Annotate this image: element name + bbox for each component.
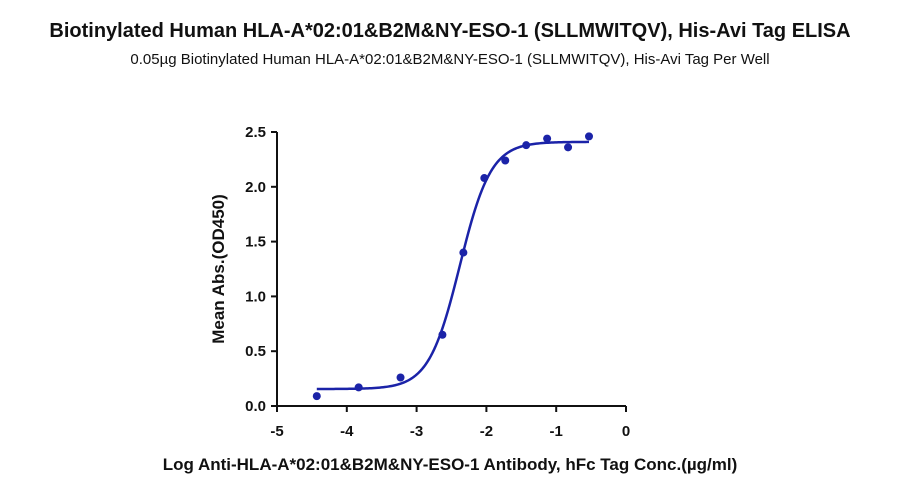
axes: 0.0 0.5 1.0 1.5 2.0 2.5 -5 -4 -3 -2 -1 0 [245,124,630,440]
y-tick-label: 1.5 [245,234,266,251]
data-point [438,330,447,339]
x-tick-label: -1 [550,423,563,440]
data-point [480,174,489,183]
data-point [459,248,468,257]
data-point [522,141,531,150]
data-point [585,132,594,141]
x-tick-label: -5 [270,423,283,440]
y-tick-label: 1.0 [245,288,266,305]
y-tick-label: 0.0 [245,398,266,415]
x-tick-label: 0 [622,423,630,440]
x-axis-title: Log Anti-HLA-A*02:01&B2M&NY-ESO-1 Antibo… [163,455,738,474]
chart-subtitle: 0.05µg Biotinylated Human HLA-A*02:01&B2… [130,51,770,68]
y-tick-label: 0.5 [245,343,266,360]
data-point [564,143,573,152]
y-axis-title: Mean Abs.(OD450) [209,194,228,344]
data-point [501,156,510,165]
data-point [312,392,321,401]
x-tick-label: -3 [410,423,423,440]
chart-title: Biotinylated Human HLA-A*02:01&B2M&NY-ES… [49,20,851,42]
data-point [543,134,552,143]
x-tick-label: -4 [340,423,354,440]
x-tick-label: -2 [480,423,493,440]
data-points-layer [312,132,594,401]
fit-curve [316,140,590,391]
y-tick-label: 2.5 [245,124,266,141]
data-point [396,373,405,382]
data-point [354,383,363,392]
fit-curve-layer [316,140,590,391]
y-tick-label: 2.0 [245,179,266,196]
